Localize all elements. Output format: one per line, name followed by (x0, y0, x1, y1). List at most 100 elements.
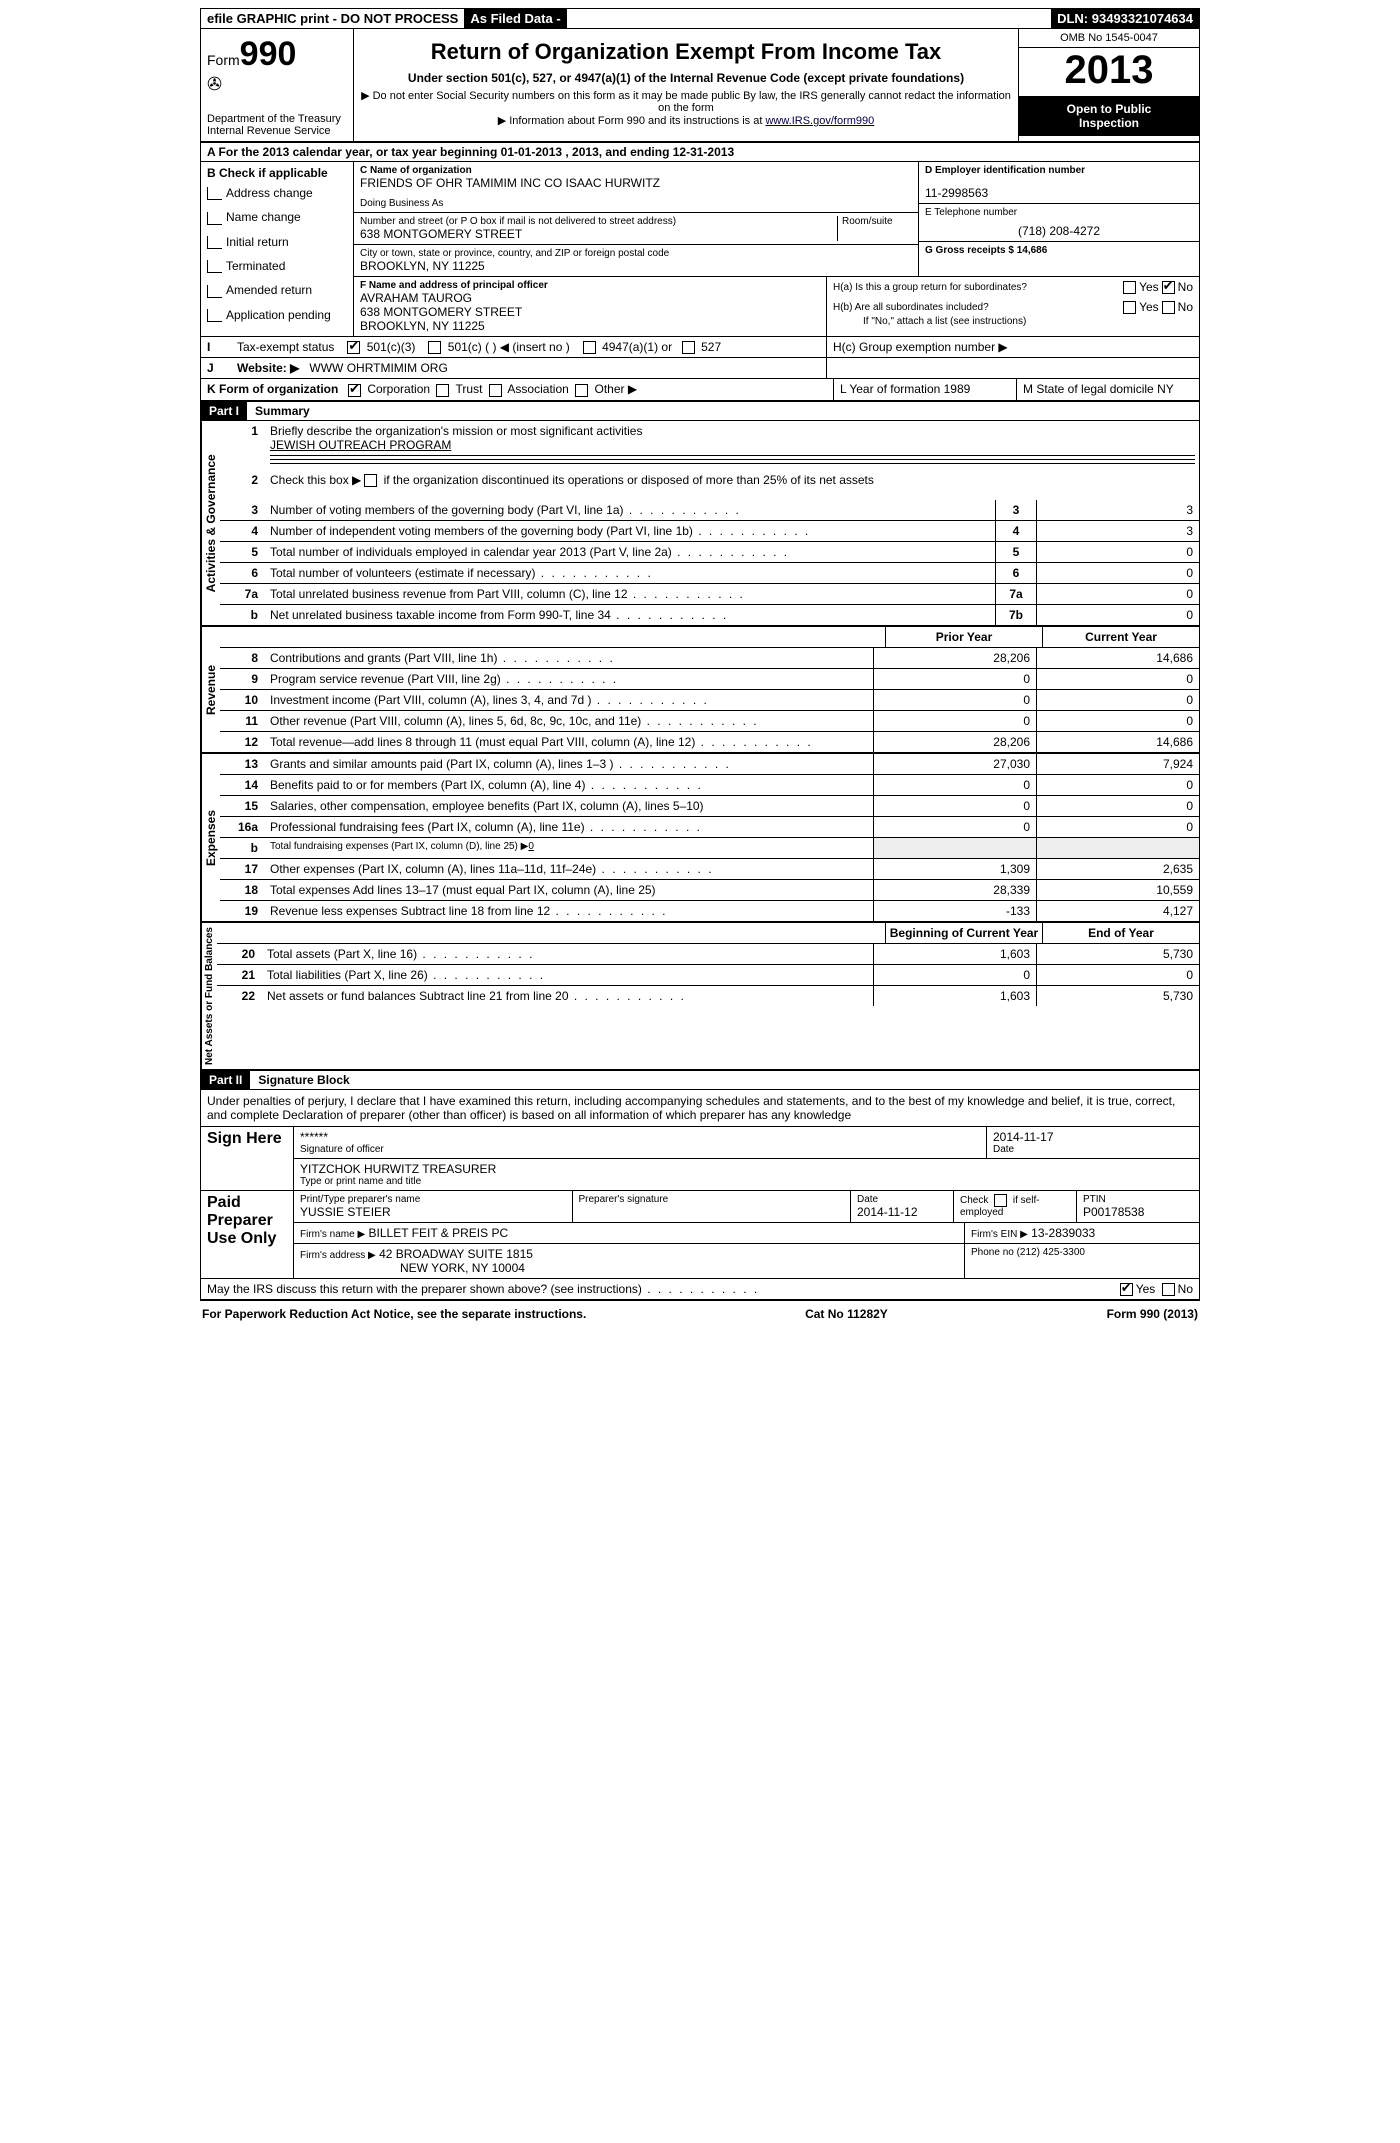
officer-name: AVRAHAM TAUROG (360, 291, 820, 305)
l15-n: 15 (220, 796, 266, 816)
dln-cell: DLN: 93493321074634 (1051, 9, 1199, 28)
l19-c: 4,127 (1036, 901, 1199, 921)
l21-n: 21 (217, 965, 263, 985)
l9-n: 9 (220, 669, 266, 689)
l7b-d: Net unrelated business taxable income fr… (266, 605, 995, 625)
l7a-n: 7a (220, 584, 266, 604)
chk-assoc[interactable] (489, 384, 502, 397)
chk-other[interactable] (575, 384, 588, 397)
cell-ein: D Employer identification number 11-2998… (919, 162, 1199, 204)
org-name-value: FRIENDS OF OHR TAMIMIM INC CO ISAAC HURW… (360, 176, 912, 190)
firm-name: BILLET FEIT & PREIS PC (369, 1226, 509, 1240)
lbl-corp: Corporation (367, 382, 430, 396)
sign-here-label: Sign Here (201, 1127, 294, 1191)
l16a-n: 16a (220, 817, 266, 837)
col-b: B Check if applicable Address change Nam… (201, 162, 354, 336)
l9-c: 0 (1036, 669, 1199, 689)
hc-cell: H(c) Group exemption number ▶ (826, 337, 1199, 357)
l13-n: 13 (220, 754, 266, 774)
row-j: J Website: ▶ WWW OHRTMIMIM ORG (200, 358, 1200, 379)
sig-stars: ****** (300, 1130, 980, 1144)
chk-501c3[interactable] (347, 341, 360, 354)
chk-self-employed[interactable] (994, 1194, 1007, 1207)
line-1: Briefly describe the organization's miss… (266, 421, 1199, 470)
l16b-text: Total fundraising expenses (Part IX, col… (270, 841, 528, 852)
form-title: Return of Organization Exempt From Incom… (360, 39, 1012, 65)
l12-c: 14,686 (1036, 732, 1199, 752)
part-2-badge: Part II (201, 1071, 250, 1089)
lbl-amended: Amended return (226, 283, 312, 297)
l12-n: 12 (220, 732, 266, 752)
row-j-content: Website: ▶ WWW OHRTMIMIM ORG (231, 358, 826, 378)
officer-label: F Name and address of principal officer (360, 280, 820, 291)
vlabel-netassets: Net Assets or Fund Balances (201, 923, 217, 1069)
l6-b: 6 (995, 563, 1036, 583)
room-label: Room/suite (837, 216, 912, 241)
gross-receipts: G Gross receipts $ 14,686 (919, 242, 1199, 259)
l13-d: Grants and similar amounts paid (Part IX… (266, 754, 873, 774)
irs-eagle-icon: ✇ (207, 74, 347, 95)
page-footer: For Paperwork Reduction Act Notice, see … (200, 1301, 1200, 1321)
l8-c: 14,686 (1036, 648, 1199, 668)
l20-p: 1,603 (873, 944, 1036, 964)
hb-yes[interactable] (1123, 301, 1136, 314)
expenses-body: 13Grants and similar amounts paid (Part … (220, 754, 1199, 921)
lbl-other: Other ▶ (594, 382, 637, 396)
city-label: City or town, state or province, country… (360, 248, 912, 259)
officer-addr2: BROOKLYN, NY 11225 (360, 319, 820, 333)
sig-officer-cell: ****** Signature of officer (294, 1127, 987, 1159)
discuss-yes[interactable] (1120, 1283, 1133, 1296)
hdr-prior: Prior Year (885, 627, 1042, 647)
chk-501c[interactable] (428, 341, 441, 354)
chk-address[interactable] (207, 187, 222, 200)
lbl-4947: 4947(a)(1) or (602, 340, 672, 354)
line-1-num: 1 (220, 421, 266, 470)
lbl-terminated: Terminated (226, 259, 285, 273)
lbl-name-change: Name change (226, 210, 301, 224)
chk-4947[interactable] (583, 341, 596, 354)
ha-yes-lbl: Yes (1139, 280, 1159, 294)
mission-value: JEWISH OUTREACH PROGRAM (270, 438, 451, 452)
form-note-2: ▶ Information about Form 990 and its ins… (360, 114, 1012, 127)
chk-terminated[interactable] (207, 260, 222, 273)
row-k-content: K Form of organization Corporation Trust… (201, 379, 833, 399)
l4-b: 4 (995, 521, 1036, 541)
chk-amended[interactable] (207, 285, 222, 298)
chk-initial[interactable] (207, 236, 222, 249)
l14-p: 0 (873, 775, 1036, 795)
l20-d: Total assets (Part X, line 16) (263, 944, 873, 964)
perjury-statement: Under penalties of perjury, I declare th… (200, 1090, 1200, 1127)
officer-addr1: 638 MONTGOMERY STREET (360, 305, 820, 319)
hb-note: If "No," attach a list (see instructions… (833, 316, 1193, 327)
phone-value: (718) 208-4272 (925, 224, 1193, 238)
chk-corp[interactable] (348, 384, 361, 397)
hb-no[interactable] (1162, 301, 1175, 314)
signature-table: Sign Here ****** Signature of officer 20… (200, 1127, 1200, 1301)
ha-no[interactable] (1162, 281, 1175, 294)
sig-officer-label: Signature of officer (300, 1144, 980, 1155)
hb-no-lbl: No (1178, 300, 1193, 314)
row-a: A For the 2013 calendar year, or tax yea… (200, 143, 1200, 162)
lbl-501c3: 501(c)(3) (367, 340, 416, 354)
form-number: Form990 (207, 35, 347, 74)
chk-527[interactable] (682, 341, 695, 354)
form-subtitle: Under section 501(c), 527, or 4947(a)(1)… (360, 71, 1012, 85)
part-1-header: Part I Summary (200, 402, 1200, 421)
name-title-label: Type or print name and title (300, 1176, 1193, 1187)
mission-line-3 (270, 463, 1195, 464)
irs-link[interactable]: www.IRS.gov/form990 (765, 115, 874, 127)
chk-discontinued[interactable] (364, 474, 377, 487)
sig-date-cell: 2014-11-17 Date (987, 1127, 1200, 1159)
addr-value: 638 MONTGOMERY STREET (360, 227, 837, 241)
prep-date-label: Date (857, 1194, 947, 1205)
chk-trust[interactable] (436, 384, 449, 397)
l11-d: Other revenue (Part VIII, column (A), li… (266, 711, 873, 731)
chk-name[interactable] (207, 212, 222, 225)
ha-no-lbl: No (1178, 280, 1193, 294)
info-prefix: ▶ Information about Form 990 and its ins… (498, 115, 766, 127)
cell-h: H(a) Is this a group return for subordin… (826, 277, 1199, 336)
discuss-no[interactable] (1162, 1283, 1175, 1296)
ha-yes[interactable] (1123, 281, 1136, 294)
l20-n: 20 (217, 944, 263, 964)
chk-pending[interactable] (207, 309, 222, 322)
